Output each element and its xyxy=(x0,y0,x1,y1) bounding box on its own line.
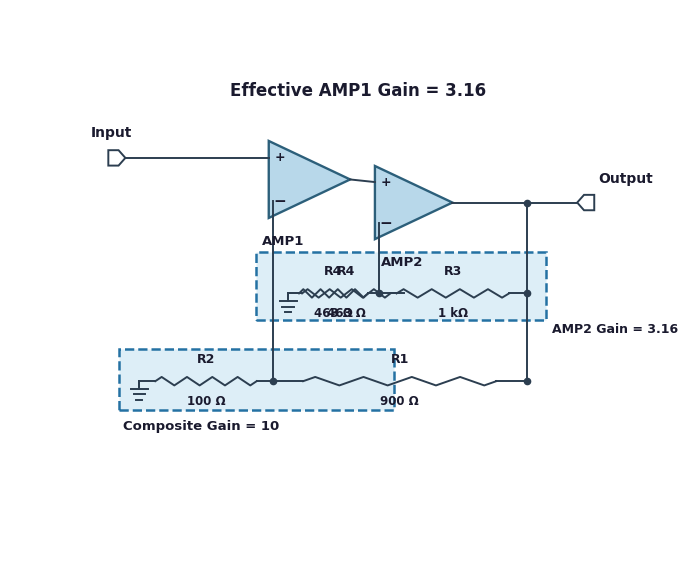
Polygon shape xyxy=(108,150,125,166)
Bar xyxy=(119,349,394,410)
Text: +: + xyxy=(274,151,285,164)
Text: R1: R1 xyxy=(391,353,409,366)
Text: R4: R4 xyxy=(324,265,342,278)
Text: AMP2: AMP2 xyxy=(381,256,423,269)
Text: 900 Ω: 900 Ω xyxy=(380,395,419,408)
Text: R4: R4 xyxy=(337,265,356,278)
Polygon shape xyxy=(375,166,453,239)
Text: AMP1: AMP1 xyxy=(261,235,304,248)
Text: 463 Ω: 463 Ω xyxy=(314,307,353,320)
Text: Composite Gain = 10: Composite Gain = 10 xyxy=(123,420,279,433)
Polygon shape xyxy=(269,141,350,218)
Text: −: − xyxy=(273,193,286,208)
Text: AMP2 Gain = 3.16: AMP2 Gain = 3.16 xyxy=(552,323,678,336)
Bar xyxy=(256,252,546,320)
Text: +: + xyxy=(380,176,391,189)
Text: R2: R2 xyxy=(197,353,215,366)
Polygon shape xyxy=(577,195,595,210)
Text: Input: Input xyxy=(91,126,132,140)
Text: Effective AMP1 Gain = 3.16: Effective AMP1 Gain = 3.16 xyxy=(230,82,486,100)
Text: −: − xyxy=(379,215,392,231)
Text: Output: Output xyxy=(598,172,653,186)
Text: R3: R3 xyxy=(444,265,462,278)
Text: 463 Ω: 463 Ω xyxy=(327,307,366,320)
Text: 1 kΩ: 1 kΩ xyxy=(438,307,468,320)
Text: 100 Ω: 100 Ω xyxy=(186,395,225,408)
